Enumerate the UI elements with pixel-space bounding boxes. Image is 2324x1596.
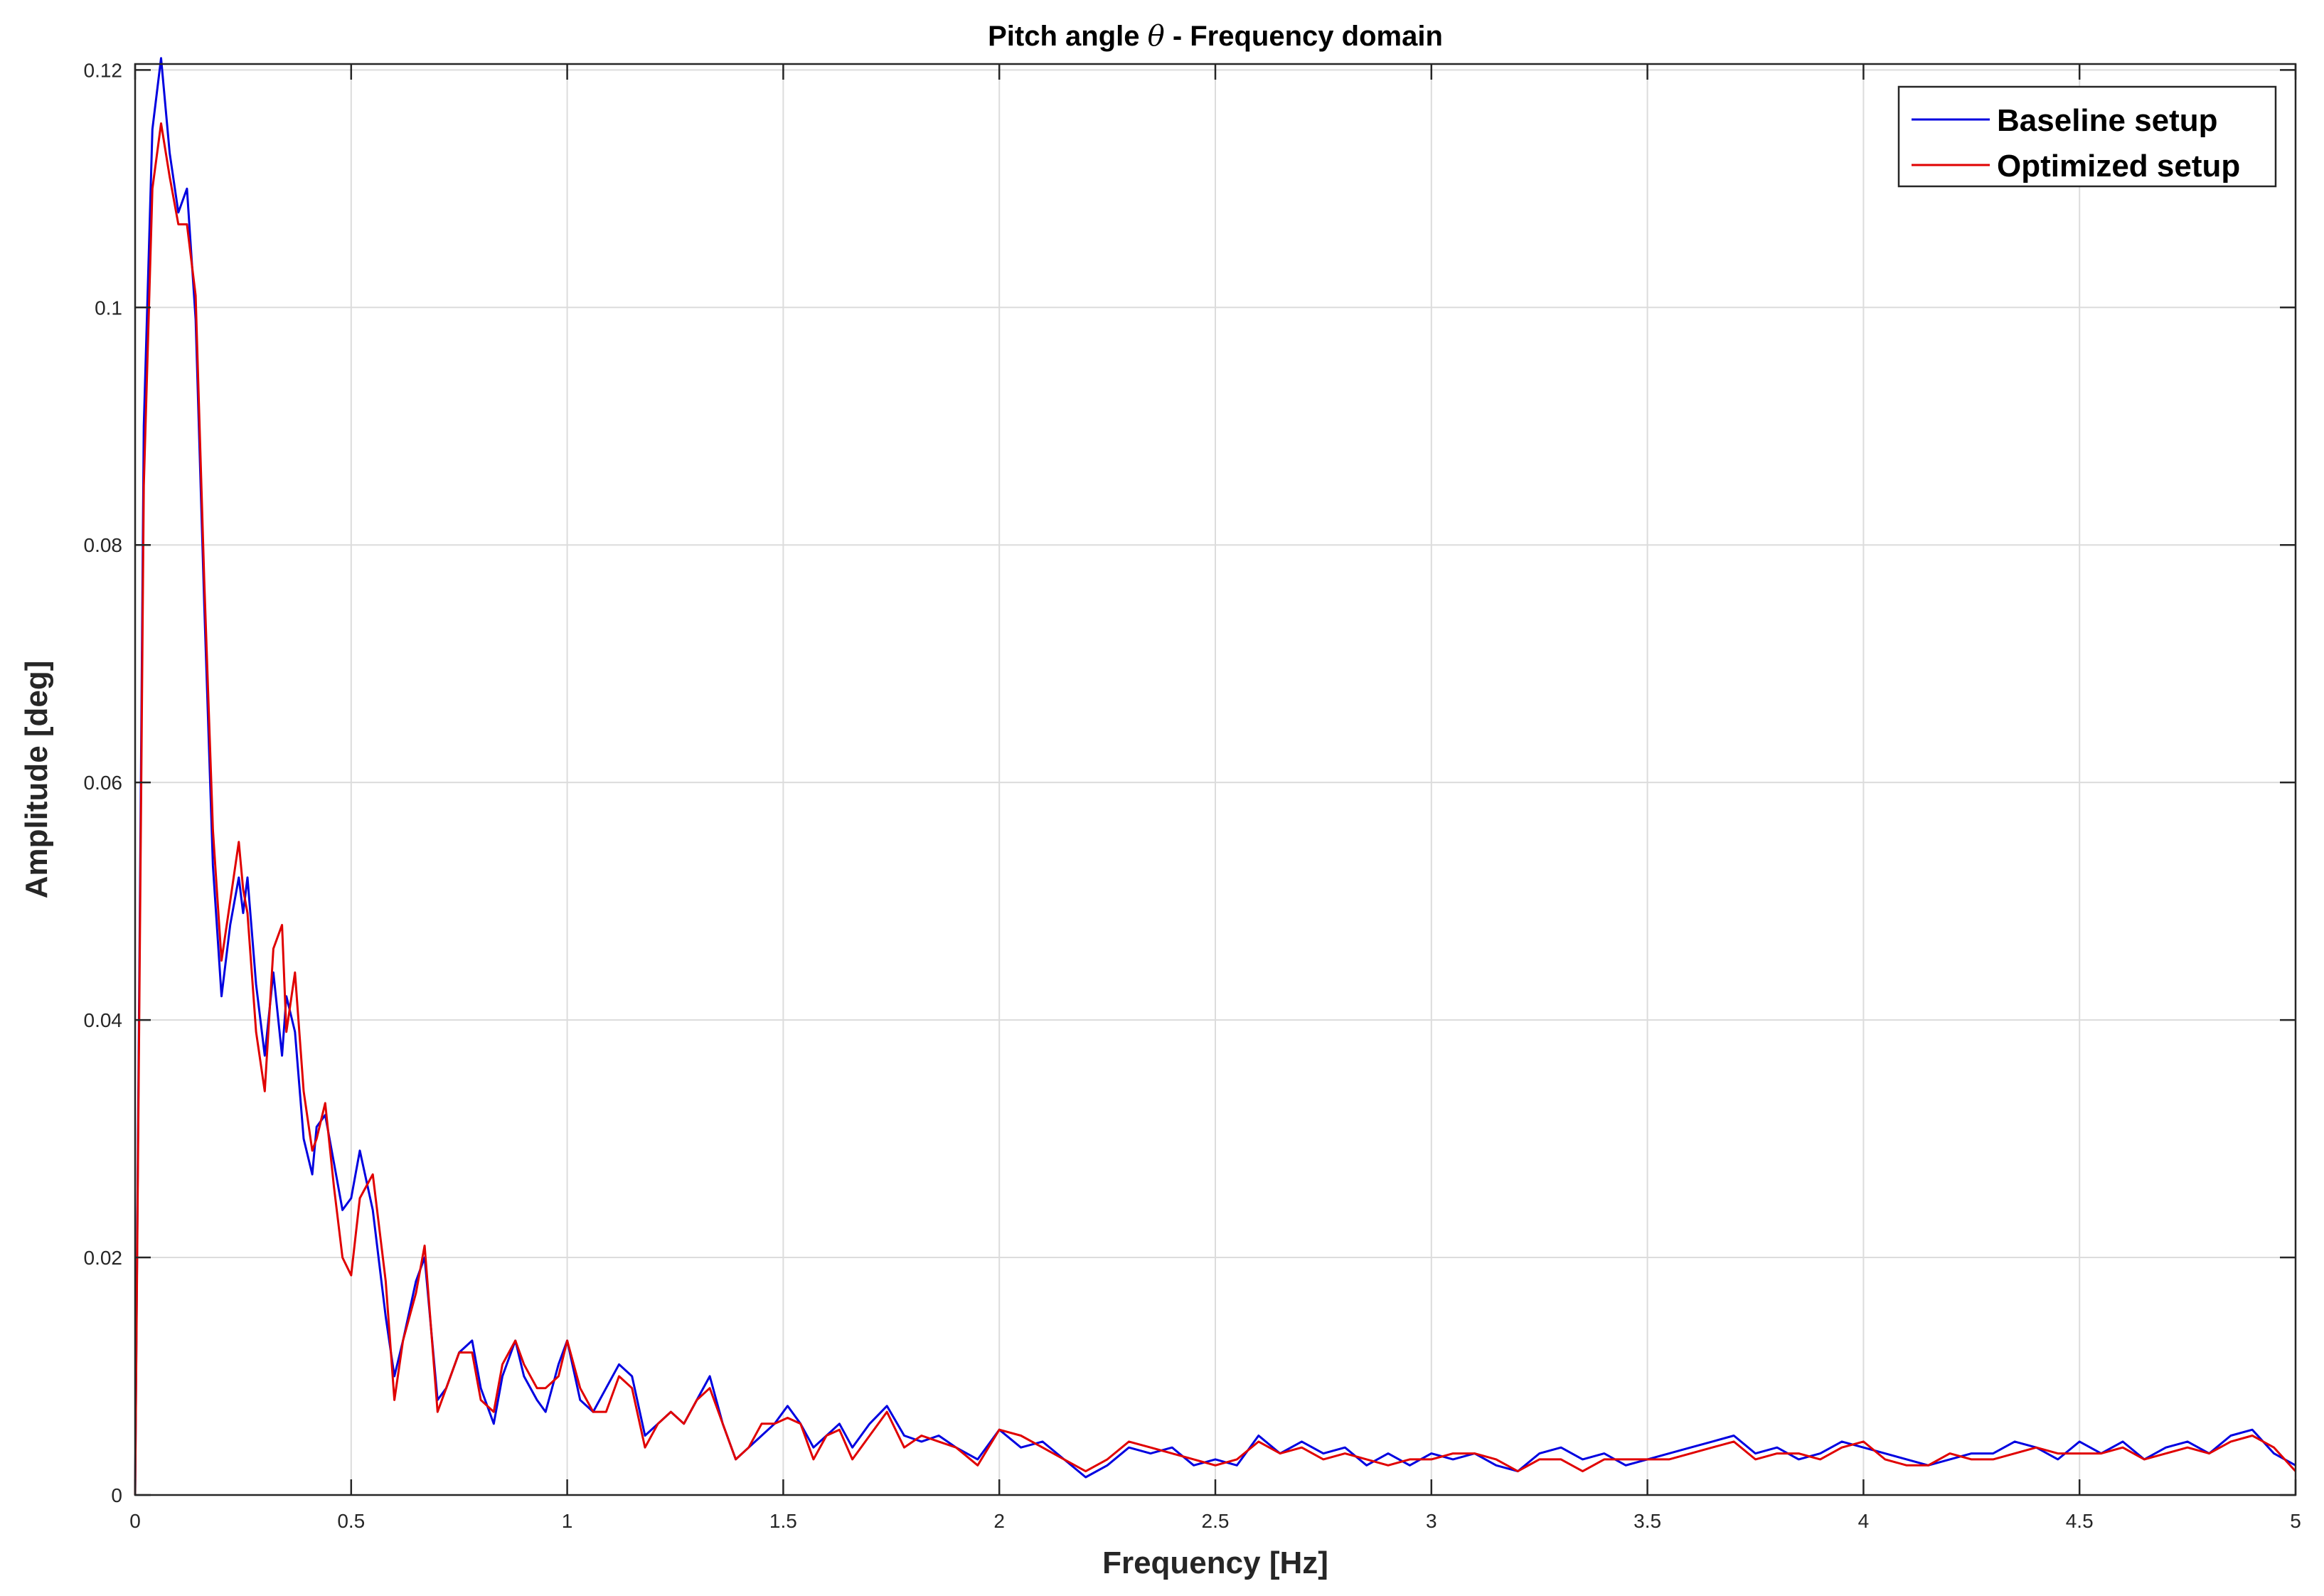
x-tick-label: 1: [562, 1510, 573, 1532]
x-tick-label: 1.5: [769, 1510, 797, 1532]
y-axis-title: Amplitude [deg]: [19, 661, 54, 899]
x-tick-label: 3.5: [1633, 1510, 1661, 1532]
x-tick-label: 5: [2290, 1510, 2301, 1532]
chart-title-symbol: θ: [1148, 20, 1165, 53]
x-tick-label: 4.5: [2066, 1510, 2094, 1532]
y-tick-label: 0.02: [84, 1247, 123, 1269]
x-tick-label: 2: [993, 1510, 1005, 1532]
x-tick-label: 4: [1858, 1510, 1870, 1532]
y-tick-labels: 0 0.02 0.04 0.06 0.08 0.1 0.12: [84, 59, 123, 1506]
x-axis-title: Frequency [Hz]: [1102, 1546, 1328, 1580]
chart-title-suffix: - Frequency domain: [1165, 21, 1443, 52]
axis-ticks: [134, 64, 2297, 1496]
y-tick-label: 0: [111, 1484, 122, 1506]
x-tick-label: 2.5: [1202, 1510, 1230, 1532]
legend-label-optimized: Optimized setup: [1997, 149, 2240, 183]
legend-box: [1897, 85, 2277, 188]
chart-title: Pitch angle θ - Frequency domain: [988, 20, 1443, 53]
y-tick-label: 0.12: [84, 59, 123, 81]
y-tick-label: 0.08: [84, 534, 123, 556]
legend-label-baseline: Baseline setup: [1997, 103, 2218, 138]
y-tick-label: 0.06: [84, 772, 123, 794]
series-line-baseline: [134, 57, 2296, 1496]
x-tick-label: 3: [1426, 1510, 1437, 1532]
x-tick-label: 0: [129, 1510, 141, 1532]
y-tick-label: 0.1: [95, 297, 122, 319]
x-tick-labels: 0 0.5 1 1.5 2 2.5 3 3.5 4 4.5 5: [129, 1510, 2301, 1532]
x-tick-label: 0.5: [337, 1510, 365, 1532]
chart-title-prefix: Pitch angle: [988, 21, 1148, 52]
y-tick-label: 0.04: [84, 1009, 123, 1031]
series-line-optimized: [134, 122, 2297, 1496]
series-lines: [134, 57, 2297, 1496]
legend[interactable]: Baseline setup Optimized setup: [1897, 85, 2277, 188]
